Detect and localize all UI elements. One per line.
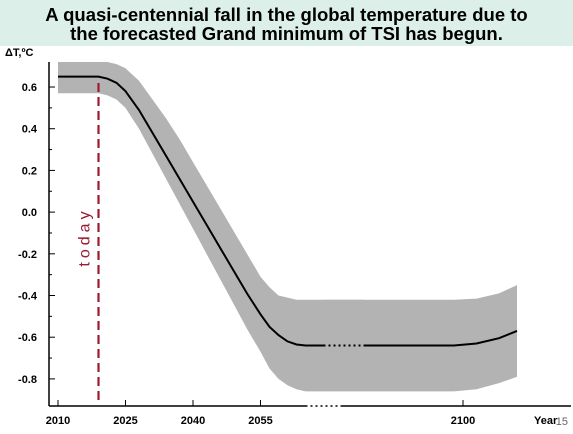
y-tick-label: 0.0 [22,207,37,219]
x-tick-label: 2025 [113,415,137,427]
forecast-lines [58,75,518,347]
slide-title: A quasi-centennial fall in the global te… [0,0,573,46]
x-tick-label: 2010 [46,415,70,427]
y-tick-label: -0.8 [18,374,37,386]
y-tick-label: -0.6 [18,332,37,344]
x-tick-label: 2055 [248,415,272,427]
band-area-right [364,285,517,392]
x-tick-label: 2100 [451,415,475,427]
title-line-1: A quasi-centennial fall in the global te… [45,4,528,25]
y-tick-label: 0.4 [22,124,38,136]
y-tick-label: 0.6 [22,82,37,94]
today-label: today [77,207,94,266]
y-ticks: 0.6 0.4 0.2 0.0 -0.2 -0.4 -0.6 -0.8 [18,82,55,386]
y-axis-label: ΔT,ºC [5,47,33,59]
x-axis-label: Year [534,415,558,427]
y-tick-label: -0.2 [18,249,37,261]
title-line-2: the forecasted Grand minimum of TSI has … [70,23,503,44]
y-tick-label: 0.2 [22,165,37,177]
series-line-1 [58,75,324,347]
y-tick-label: -0.4 [18,291,38,303]
x-axis-break [305,404,342,408]
page-number: 15 [555,416,568,428]
x-ticks: 2010 2025 2040 2055 2100 [46,400,475,427]
x-tick-label: 2040 [181,415,205,427]
series-line-2 [364,329,518,347]
today-marker: today [77,83,100,404]
